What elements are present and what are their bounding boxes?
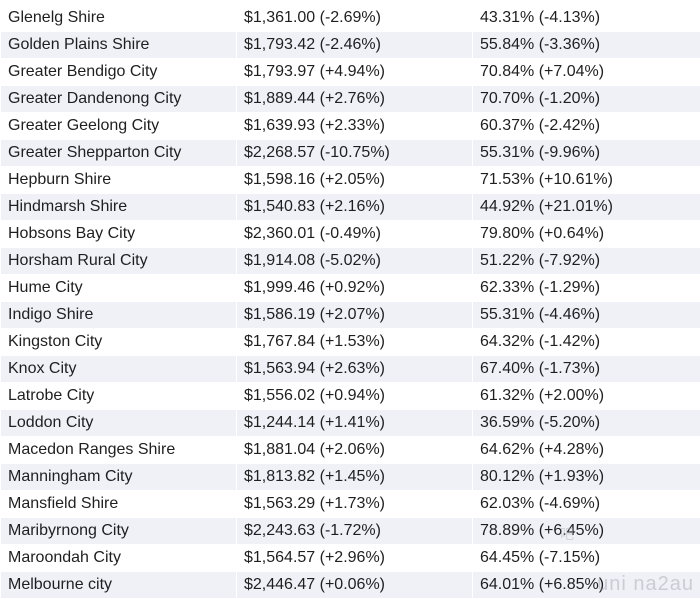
price-cell: $1,563.29 (+1.73%) xyxy=(237,491,473,518)
table-row: Knox City$1,563.94 (+2.63%)67.40% (-1.73… xyxy=(1,356,700,383)
price-cell: $1,889.44 (+2.76%) xyxy=(237,86,473,113)
price-cell: $1,361.00 (-2.69%) xyxy=(237,5,473,32)
lga-name-cell: Greater Bendigo City xyxy=(1,59,237,86)
percent-cell: 62.33% (-1.29%) xyxy=(473,275,700,302)
price-cell: $1,598.16 (+2.05%) xyxy=(237,167,473,194)
table-row: Hobsons Bay City$2,360.01 (-0.49%)79.80%… xyxy=(1,221,700,248)
percent-cell: 51.22% (-7.92%) xyxy=(473,248,700,275)
price-cell: $1,813.82 (+1.45%) xyxy=(237,464,473,491)
price-cell: $1,586.19 (+2.07%) xyxy=(237,302,473,329)
lga-name-cell: Golden Plains Shire xyxy=(1,32,237,59)
price-cell: $2,360.01 (-0.49%) xyxy=(237,221,473,248)
price-cell: $1,244.14 (+1.41%) xyxy=(237,410,473,437)
percent-cell: 43.31% (-4.13%) xyxy=(473,5,700,32)
price-cell: $1,563.94 (+2.63%) xyxy=(237,356,473,383)
lga-name-cell: Maroondah City xyxy=(1,545,237,572)
table-row: Maribyrnong City$2,243.63 (-1.72%)78.89%… xyxy=(1,518,700,545)
lga-name-cell: Indigo Shire xyxy=(1,302,237,329)
lga-name-cell: Manningham City xyxy=(1,464,237,491)
price-cell: $2,243.63 (-1.72%) xyxy=(237,518,473,545)
table-row: Greater Dandenong City$1,889.44 (+2.76%)… xyxy=(1,86,700,113)
table-row: Hindmarsh Shire$1,540.83 (+2.16%)44.92% … xyxy=(1,194,700,221)
table-row: Hume City$1,999.46 (+0.92%)62.33% (-1.29… xyxy=(1,275,700,302)
table-row: Glenelg Shire$1,361.00 (-2.69%)43.31% (-… xyxy=(1,5,700,32)
price-cell: $1,767.84 (+1.53%) xyxy=(237,329,473,356)
percent-cell: 55.31% (-9.96%) xyxy=(473,140,700,167)
lga-name-cell: Macedon Ranges Shire xyxy=(1,437,237,464)
lga-name-cell: Knox City xyxy=(1,356,237,383)
percent-cell: 64.45% (-7.15%) xyxy=(473,545,700,572)
percent-cell: 60.37% (-2.42%) xyxy=(473,113,700,140)
price-cell: $2,268.57 (-10.75%) xyxy=(237,140,473,167)
percent-cell: 64.01% (+6.85%) xyxy=(473,572,700,599)
table-row: Greater Bendigo City$1,793.97 (+4.94%)70… xyxy=(1,59,700,86)
table-row: Horsham Rural City$1,914.08 (-5.02%)51.2… xyxy=(1,248,700,275)
lga-name-cell: Greater Geelong City xyxy=(1,113,237,140)
lga-name-cell: Greater Shepparton City xyxy=(1,140,237,167)
lga-name-cell: Hume City xyxy=(1,275,237,302)
table-row: Kingston City$1,767.84 (+1.53%)64.32% (-… xyxy=(1,329,700,356)
table-row: Indigo Shire$1,586.19 (+2.07%)55.31% (-4… xyxy=(1,302,700,329)
table-body: Glenelg Shire$1,361.00 (-2.69%)43.31% (-… xyxy=(1,5,700,599)
price-cell: $2,446.47 (+0.06%) xyxy=(237,572,473,599)
table-row: Macedon Ranges Shire$1,881.04 (+2.06%)64… xyxy=(1,437,700,464)
price-cell: $1,556.02 (+0.94%) xyxy=(237,383,473,410)
table-row: Loddon City$1,244.14 (+1.41%)36.59% (-5.… xyxy=(1,410,700,437)
lga-name-cell: Melbourne city xyxy=(1,572,237,599)
table-row: Hepburn Shire$1,598.16 (+2.05%)71.53% (+… xyxy=(1,167,700,194)
table-row: Melbourne city$2,446.47 (+0.06%)64.01% (… xyxy=(1,572,700,599)
price-cell: $1,564.57 (+2.96%) xyxy=(237,545,473,572)
percent-cell: 61.32% (+2.00%) xyxy=(473,383,700,410)
lga-name-cell: Maribyrnong City xyxy=(1,518,237,545)
percent-cell: 55.31% (-4.46%) xyxy=(473,302,700,329)
percent-cell: 70.84% (+7.04%) xyxy=(473,59,700,86)
percent-cell: 44.92% (+21.01%) xyxy=(473,194,700,221)
percent-cell: 71.53% (+10.61%) xyxy=(473,167,700,194)
percent-cell: 55.84% (-3.36%) xyxy=(473,32,700,59)
lga-name-cell: Horsham Rural City xyxy=(1,248,237,275)
percent-cell: 80.12% (+1.93%) xyxy=(473,464,700,491)
price-cell: $1,914.08 (-5.02%) xyxy=(237,248,473,275)
percent-cell: 78.89% (+6.45%) xyxy=(473,518,700,545)
lga-name-cell: Hindmarsh Shire xyxy=(1,194,237,221)
lga-name-cell: Hobsons Bay City xyxy=(1,221,237,248)
percent-cell: 64.32% (-1.42%) xyxy=(473,329,700,356)
lga-name-cell: Loddon City xyxy=(1,410,237,437)
table-row: Golden Plains Shire$1,793.42 (-2.46%)55.… xyxy=(1,32,700,59)
lga-name-cell: Hepburn Shire xyxy=(1,167,237,194)
table-row: Manningham City$1,813.82 (+1.45%)80.12% … xyxy=(1,464,700,491)
table-row: Greater Shepparton City$2,268.57 (-10.75… xyxy=(1,140,700,167)
table-row: Mansfield Shire$1,563.29 (+1.73%)62.03% … xyxy=(1,491,700,518)
price-cell: $1,999.46 (+0.92%) xyxy=(237,275,473,302)
percent-cell: 62.03% (-4.69%) xyxy=(473,491,700,518)
percent-cell: 70.70% (-1.20%) xyxy=(473,86,700,113)
lga-name-cell: Kingston City xyxy=(1,329,237,356)
price-cell: $1,639.93 (+2.33%) xyxy=(237,113,473,140)
table-row: Greater Geelong City$1,639.93 (+2.33%)60… xyxy=(1,113,700,140)
lga-name-cell: Glenelg Shire xyxy=(1,5,237,32)
percent-cell: 79.80% (+0.64%) xyxy=(473,221,700,248)
percent-cell: 36.59% (-5.20%) xyxy=(473,410,700,437)
table-row: Latrobe City$1,556.02 (+0.94%)61.32% (+2… xyxy=(1,383,700,410)
percent-cell: 67.40% (-1.73%) xyxy=(473,356,700,383)
percent-cell: 64.62% (+4.28%) xyxy=(473,437,700,464)
price-cell: $1,793.42 (-2.46%) xyxy=(237,32,473,59)
table-row: Maroondah City$1,564.57 (+2.96%)64.45% (… xyxy=(1,545,700,572)
price-cell: $1,540.83 (+2.16%) xyxy=(237,194,473,221)
price-cell: $1,881.04 (+2.06%) xyxy=(237,437,473,464)
data-table: Glenelg Shire$1,361.00 (-2.69%)43.31% (-… xyxy=(0,4,700,599)
lga-name-cell: Greater Dandenong City xyxy=(1,86,237,113)
price-cell: $1,793.97 (+4.94%) xyxy=(237,59,473,86)
lga-name-cell: Latrobe City xyxy=(1,383,237,410)
lga-name-cell: Mansfield Shire xyxy=(1,491,237,518)
